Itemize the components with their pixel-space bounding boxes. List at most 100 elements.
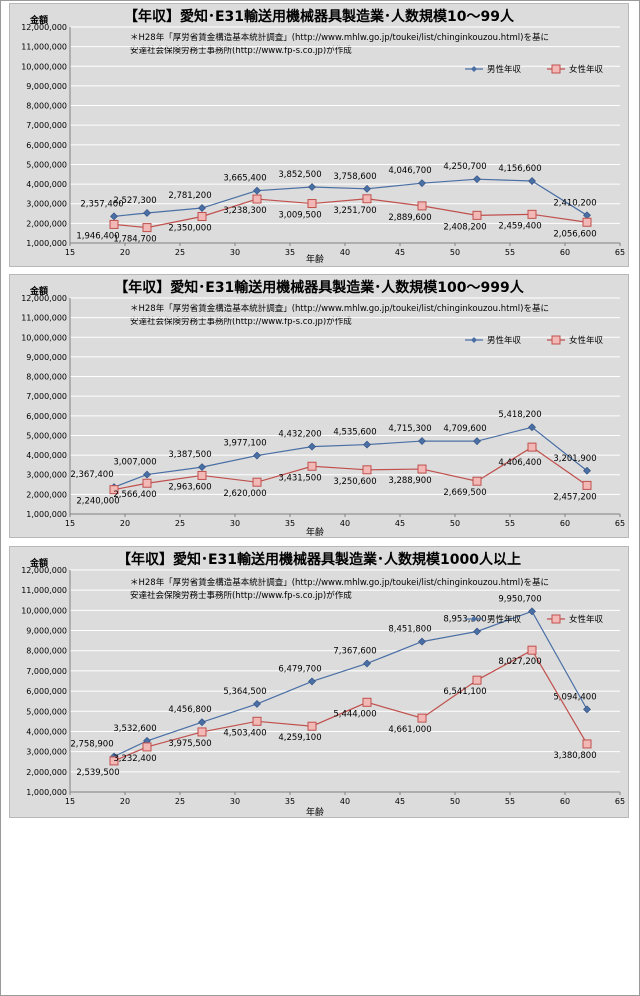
male-data-label: 6,479,700 — [278, 664, 321, 674]
female-income-point — [472, 210, 482, 220]
x-tick-label: 30 — [230, 519, 240, 528]
female-income-line — [113, 198, 588, 229]
male-income-point — [363, 184, 371, 193]
male-income-point — [418, 179, 426, 188]
female-income-point — [109, 756, 119, 766]
female-data-label: 4,661,000 — [388, 725, 431, 735]
male-data-label: 4,046,700 — [388, 166, 431, 176]
y-axis-label: 金額 — [30, 287, 49, 297]
female-income-point — [362, 194, 372, 204]
male-data-label: 5,364,500 — [223, 687, 266, 697]
x-tick-label: 60 — [560, 248, 570, 257]
y-tick-label: 3,000,000 — [26, 748, 67, 757]
male-income-point — [308, 442, 316, 451]
y-tick-label: 8,000,000 — [26, 373, 67, 382]
male-income-point — [473, 627, 481, 636]
male-income-line — [113, 426, 588, 488]
male-data-label: 8,451,800 — [388, 625, 431, 635]
x-tick-label: 50 — [450, 797, 460, 806]
y-tick-label: 1,000,000 — [26, 239, 67, 248]
y-tick-label: 4,000,000 — [26, 180, 67, 189]
female-income-point — [197, 470, 207, 480]
x-tick-label: 15 — [65, 797, 75, 806]
female-income-point — [142, 742, 152, 752]
female-income-point — [252, 194, 262, 204]
y-tick-label: 1,000,000 — [26, 510, 67, 519]
y-tick-label: 7,000,000 — [26, 121, 67, 130]
male-data-label: 4,709,600 — [443, 424, 486, 434]
x-tick-label: 45 — [395, 248, 405, 257]
female-data-label: 1,784,700 — [113, 235, 156, 245]
male-data-label: 3,852,500 — [278, 170, 321, 180]
male-data-label: 3,532,600 — [113, 724, 156, 734]
male-data-label: 2,410,200 — [553, 198, 596, 208]
male-income-point — [143, 209, 151, 217]
male-data-label: 4,432,200 — [278, 430, 321, 440]
female-data-label: 2,566,400 — [113, 490, 156, 500]
male-data-label: 2,781,200 — [168, 191, 211, 201]
male-data-label: 5,094,400 — [553, 692, 596, 702]
male-data-label: 4,715,300 — [388, 424, 431, 434]
female-income-point — [142, 223, 152, 233]
y-tick-label: 9,000,000 — [26, 353, 67, 362]
female-income-point — [472, 675, 482, 685]
chart-title: 【年収】愛知･E31輸送用機械器具製造業･人数規模1000人以上 — [116, 552, 521, 568]
female-income-point — [109, 485, 119, 495]
male-data-label: 7,367,600 — [333, 646, 376, 656]
y-tick-label: 4,000,000 — [26, 727, 67, 736]
y-tick-label: 2,000,000 — [26, 768, 67, 777]
male-income-point — [473, 437, 481, 446]
male-income-line — [113, 610, 588, 758]
female-income-point — [197, 727, 207, 737]
female-data-label: 2,963,600 — [168, 482, 211, 492]
plot-area: 1,000,000 2,000,000 3,000,000 4,000,000 5,00… — [21, 23, 625, 257]
female-data-label: 3,009,500 — [278, 211, 321, 221]
female-data-label: 3,251,700 — [333, 206, 376, 216]
male-data-label: 3,977,100 — [223, 439, 266, 449]
x-tick-label: 25 — [175, 797, 185, 806]
male-income-point — [363, 659, 371, 668]
y-axis-label: 金額 — [30, 16, 49, 26]
male-data-label: 3,665,400 — [223, 174, 266, 184]
y-tick-label: 11,000,000 — [21, 586, 67, 595]
x-axis-label: 年齢 — [306, 808, 325, 818]
female-data-label: 3,380,800 — [553, 751, 596, 761]
x-tick-label: 60 — [560, 519, 570, 528]
y-tick-label: 3,000,000 — [26, 471, 67, 480]
female-income-point — [252, 477, 262, 487]
female-data-label: 2,669,500 — [443, 488, 486, 498]
male-data-label: 3,201,900 — [553, 454, 596, 464]
female-data-label: 3,288,900 — [388, 476, 431, 486]
y-tick-label: 8,000,000 — [26, 102, 67, 111]
y-axis-label: 金額 — [30, 559, 49, 569]
female-income-point — [472, 476, 482, 486]
male-income-point — [253, 186, 261, 195]
x-axis-label: 年齢 — [306, 528, 325, 538]
x-tick-label: 65 — [615, 248, 625, 257]
male-income-point — [528, 177, 536, 185]
y-tick-label: 8,000,000 — [26, 647, 67, 656]
female-data-label: 5,444,000 — [333, 709, 376, 719]
y-tick-label: 5,000,000 — [26, 160, 67, 169]
x-tick-label: 65 — [615, 797, 625, 806]
legend-male-marker — [471, 337, 477, 343]
female-income-line — [113, 649, 588, 762]
female-data-label: 3,238,300 — [223, 206, 266, 216]
male-data-label: 4,156,600 — [498, 164, 541, 174]
y-tick-label: 3,000,000 — [26, 200, 67, 209]
y-tick-label: 7,000,000 — [26, 392, 67, 401]
x-tick-label: 30 — [230, 797, 240, 806]
y-tick-label: 12,000,000 — [21, 23, 67, 32]
female-income-line — [113, 446, 588, 491]
x-tick-label: 15 — [65, 519, 75, 528]
female-data-label: 2,459,400 — [498, 221, 541, 231]
legend-female-label: 女性年収 — [569, 614, 604, 625]
female-income-point — [582, 739, 592, 749]
female-income-point — [417, 464, 427, 474]
male-income-point — [308, 183, 316, 191]
y-tick-label: 6,000,000 — [26, 141, 67, 150]
female-data-label: 2,056,600 — [553, 229, 596, 239]
chart-panel-10-99: 【年収】愛知･E31輸送用機械器具製造業･人数規模10～99人 金額 ＊H28年… — [9, 3, 629, 267]
source-note-line2: 安達社会保険労務士事務所(http://www.fp-s.co.jp)が作成 — [130, 46, 352, 56]
x-tick-label: 30 — [230, 248, 240, 257]
